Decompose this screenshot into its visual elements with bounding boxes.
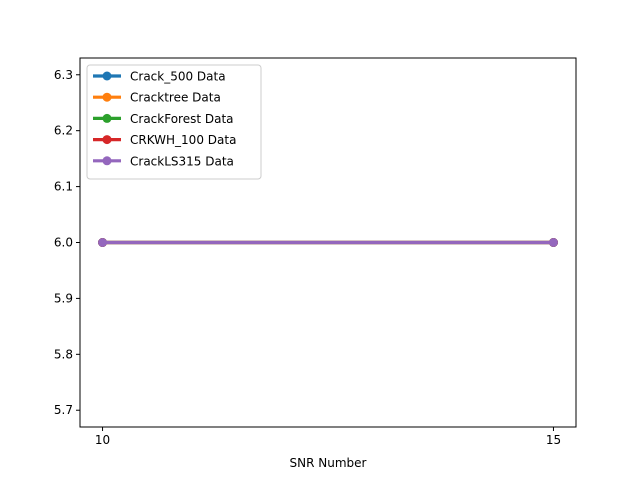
legend-swatch-marker <box>102 156 112 166</box>
legend-label: CrackForest Data <box>130 112 234 126</box>
y-tick-label: 5.9 <box>54 291 73 305</box>
legend-item: CrackForest Data <box>93 112 234 126</box>
legend-label: Crack_500 Data <box>130 70 226 84</box>
data-point <box>548 238 558 247</box>
legend-item: CrackLS315 Data <box>93 154 234 168</box>
legend-item: CRKWH_100 Data <box>93 133 236 147</box>
x-axis: 10 15 <box>95 427 561 447</box>
y-tick-label: 6.2 <box>54 124 73 138</box>
legend-swatch-marker <box>102 71 112 81</box>
legend-swatch-marker <box>102 135 112 145</box>
legend-frame <box>86 64 262 180</box>
legend-item: Crack_500 Data <box>93 70 226 84</box>
y-tick-label: 6.1 <box>54 180 73 194</box>
legend-swatch-marker <box>102 92 112 102</box>
x-tick-label: 10 <box>95 433 110 447</box>
y-tick-label: 5.7 <box>54 403 73 417</box>
legend-item: Cracktree Data <box>93 91 221 105</box>
legend-label: Cracktree Data <box>130 91 221 105</box>
legend-label: CRKWH_100 Data <box>130 133 236 147</box>
x-axis-label: SNR Number <box>290 456 367 470</box>
legend-swatch-marker <box>102 113 112 123</box>
legend-label: CrackLS315 Data <box>130 154 234 168</box>
data-point <box>98 238 108 247</box>
series-4 <box>98 238 558 247</box>
series-layer <box>98 238 558 247</box>
y-tick-label: 6.0 <box>54 236 73 250</box>
x-tick-label: 15 <box>546 433 561 447</box>
y-tick-label: 6.3 <box>54 68 73 82</box>
legend: Crack_500 Data Cracktree Data CrackForest … <box>86 64 262 180</box>
y-axis: 5.7 5.8 5.9 6.0 6.1 6.2 6.3 <box>54 68 80 417</box>
y-tick-label: 5.8 <box>54 347 73 361</box>
